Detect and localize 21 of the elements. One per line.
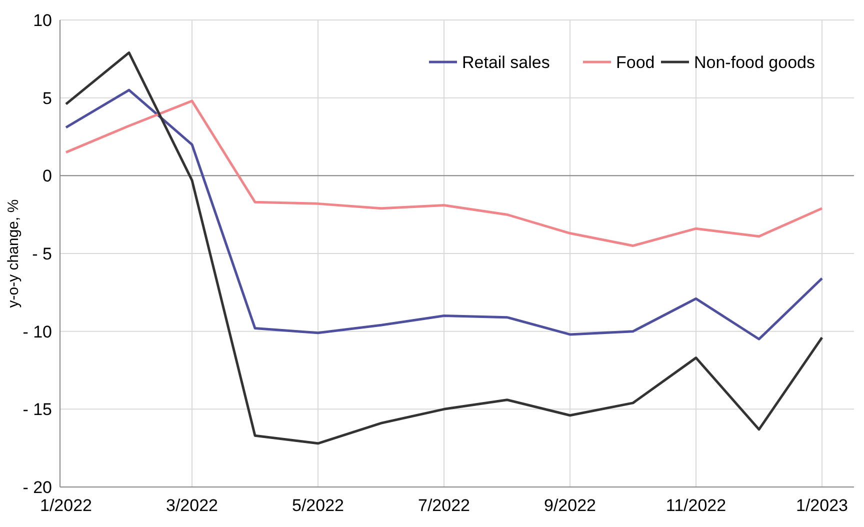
y-tick-label: - 15 <box>22 400 52 420</box>
y-axis-title: y-o-y change, % <box>5 199 22 308</box>
x-tick-label: 1/2023 <box>796 496 848 515</box>
x-tick-label: 1/2022 <box>40 496 92 515</box>
legend-label: Retail sales <box>462 52 550 72</box>
line-series <box>64 88 824 340</box>
x-tick-label: 9/2022 <box>544 496 596 515</box>
y-tick-label: - 20 <box>22 478 52 497</box>
x-tick-label: 5/2022 <box>292 496 344 515</box>
y-tick-label: 5 <box>42 88 52 108</box>
x-tick-label: 3/2022 <box>166 496 218 515</box>
x-tick-label: 11/2022 <box>666 496 726 515</box>
y-tick-label: - 5 <box>32 244 52 264</box>
legend-label: Non-food goods <box>694 52 815 72</box>
y-tick-label: - 10 <box>22 322 52 342</box>
y-tick-label: 0 <box>42 166 52 186</box>
x-tick-label: 7/2022 <box>418 496 470 515</box>
line-series <box>64 51 824 445</box>
line-series <box>64 100 824 247</box>
y-tick-label: 10 <box>33 10 52 30</box>
legend-label: Food <box>616 52 655 72</box>
